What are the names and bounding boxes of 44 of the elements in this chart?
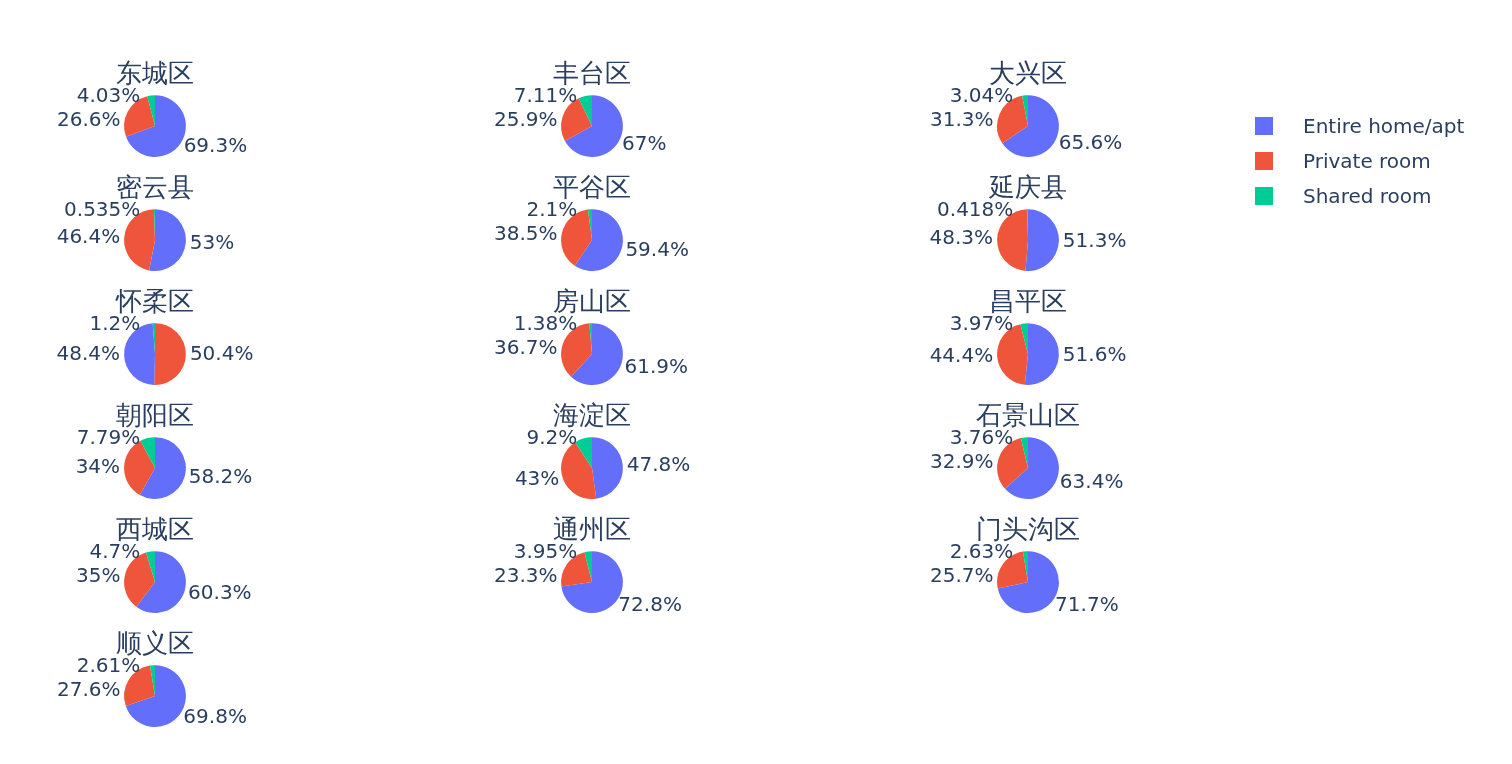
data-label: 50.4% bbox=[189, 340, 254, 365]
data-label: 25.9% bbox=[493, 107, 558, 132]
chart-title: 大兴区 bbox=[989, 58, 1067, 89]
chart-title: 昌平区 bbox=[989, 286, 1067, 317]
chart-title: 密云县 bbox=[116, 172, 194, 203]
data-label: 36.7% bbox=[493, 335, 558, 360]
chart-title: 延庆县 bbox=[988, 172, 1067, 203]
data-label: 69.3% bbox=[183, 133, 248, 158]
data-label: 25.7% bbox=[929, 563, 994, 588]
data-label: 72.8% bbox=[617, 592, 682, 617]
data-label: 26.6% bbox=[56, 107, 121, 132]
data-label: 58.2% bbox=[188, 463, 253, 488]
data-label: 47.8% bbox=[626, 451, 690, 476]
data-label: 61.9% bbox=[623, 353, 688, 378]
data-label: 48.4% bbox=[56, 341, 121, 366]
data-label: 27.6% bbox=[56, 677, 121, 702]
legend-label: Private room bbox=[1303, 148, 1431, 173]
data-label: 65.6% bbox=[1058, 129, 1123, 154]
data-label: 59.4% bbox=[624, 237, 689, 262]
chart-title: 通州区 bbox=[552, 514, 631, 545]
data-label: 43% bbox=[514, 465, 559, 490]
legend-label: Entire home/apt bbox=[1303, 113, 1465, 138]
data-label: 69.8% bbox=[183, 703, 247, 728]
legend-label: Shared room bbox=[1303, 183, 1432, 208]
chart-title: 怀柔区 bbox=[115, 286, 194, 317]
data-label: 34% bbox=[75, 453, 121, 478]
data-label: 32.9% bbox=[929, 449, 994, 474]
data-label: 48.3% bbox=[929, 225, 994, 250]
data-label: 53% bbox=[189, 229, 235, 254]
data-label: 63.4% bbox=[1059, 469, 1124, 494]
data-label: 31.3% bbox=[929, 107, 994, 132]
data-label: 67% bbox=[621, 131, 666, 156]
chart-title: 西城区 bbox=[116, 514, 194, 545]
data-label: 23.3% bbox=[493, 563, 558, 588]
data-label: 44.4% bbox=[929, 342, 994, 367]
chart-title: 平谷区 bbox=[552, 172, 631, 203]
data-label: 46.4% bbox=[56, 223, 121, 248]
data-label: 51.3% bbox=[1062, 227, 1127, 252]
data-label: 51.6% bbox=[1062, 342, 1127, 367]
data-label: 71.7% bbox=[1055, 591, 1119, 616]
chart-title: 丰台区 bbox=[552, 58, 631, 89]
data-label: 35% bbox=[76, 563, 121, 588]
data-label: 38.5% bbox=[493, 221, 558, 246]
data-label: 60.3% bbox=[188, 580, 252, 605]
